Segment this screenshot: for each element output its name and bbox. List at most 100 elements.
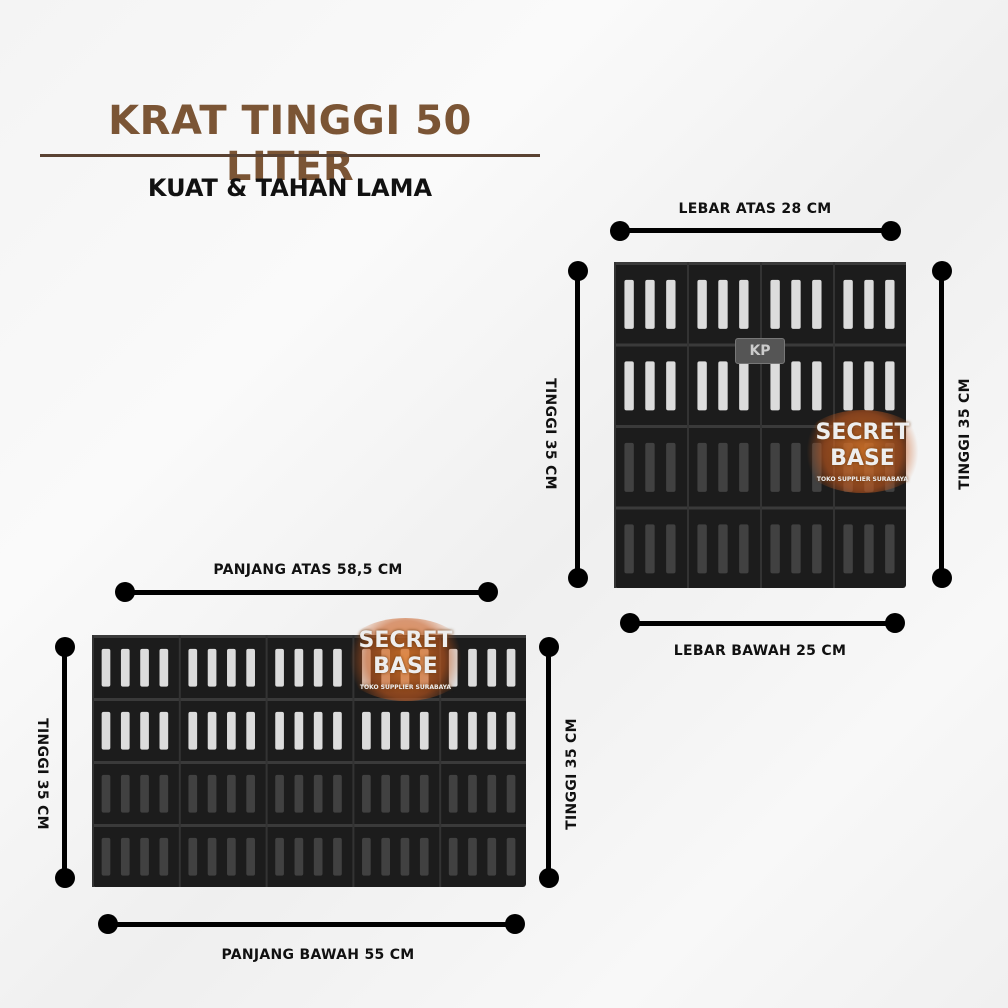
dimension-dot: [932, 261, 952, 281]
crate-slot: [739, 361, 749, 411]
crate-slot: [275, 774, 284, 813]
crate-slot: [362, 711, 371, 750]
crate-slot: [739, 524, 749, 574]
dimension-dot: [539, 637, 559, 657]
crate-post: [439, 761, 442, 824]
dimension-dot: [539, 868, 559, 888]
dimension-dot: [505, 914, 525, 934]
crate-post: [178, 824, 181, 887]
brand-plate: KP: [735, 338, 785, 364]
crate-slot: [419, 837, 429, 876]
crate-post: [760, 343, 762, 425]
crate-slot: [697, 361, 707, 411]
crate-slot: [645, 524, 655, 574]
page-subtitle: KUAT & TAHAN LAMA: [147, 174, 433, 202]
crate-slot: [159, 711, 169, 750]
watermark-logo: SECRET BASE TOKO SUPPLIER SURABAYA: [797, 410, 928, 493]
crate-slot: [487, 711, 497, 750]
crate-slot: [843, 361, 853, 411]
crate-post: [265, 635, 268, 698]
crate-slot: [791, 524, 801, 574]
crate-post: [352, 761, 355, 824]
crate-post: [178, 635, 181, 698]
crate-slot: [381, 774, 391, 813]
crate-post: [687, 343, 689, 425]
title-divider: [40, 154, 540, 157]
crate-post: [760, 262, 762, 344]
crate-post: [92, 824, 94, 887]
crate-slot: [120, 774, 130, 813]
crate-post: [439, 698, 442, 761]
watermark-logo: SECRET BASE TOKO SUPPLIER SURABAYA: [340, 618, 471, 701]
crate-slot: [207, 711, 217, 750]
crate-slot: [843, 524, 853, 574]
crate-slot: [313, 711, 323, 750]
crate-slot: [666, 524, 676, 574]
crate-slot: [770, 524, 780, 574]
crate-slot: [666, 279, 676, 329]
crate-slot: [159, 774, 169, 813]
crate-slot: [227, 774, 236, 813]
crate-post: [833, 262, 835, 344]
dimension-line-bottom-length: [107, 922, 517, 927]
crate-slot: [140, 648, 149, 687]
crate-slot: [381, 711, 391, 750]
crate-post: [92, 698, 94, 761]
dimension-line-top-width: [620, 228, 892, 233]
label-bottom-length: PANJANG BAWAH 55 CM: [221, 947, 415, 963]
crate-slot: [313, 837, 323, 876]
crate-slot: [697, 524, 707, 574]
crate-slot: [294, 711, 304, 750]
crate-slot: [864, 524, 874, 574]
crate-slot: [101, 648, 111, 687]
crate-slot: [120, 648, 130, 687]
crate-slot: [506, 711, 516, 750]
crate-slot: [159, 648, 169, 687]
crate-slot: [624, 279, 634, 329]
dimension-line-top-length: [125, 590, 490, 595]
crate-slot: [448, 837, 458, 876]
crate-slot: [506, 774, 516, 813]
crate-slot: [812, 524, 822, 574]
dimension-dot: [610, 221, 630, 241]
dimension-dot: [568, 568, 588, 588]
crate-slot: [645, 442, 655, 492]
crate-post: [614, 343, 616, 425]
dimension-dot: [115, 582, 135, 602]
crate-slot: [770, 442, 780, 492]
crate-post: [833, 343, 835, 425]
crate-slot: [885, 524, 895, 574]
crate-slot: [313, 774, 323, 813]
dimension-dot: [932, 568, 952, 588]
crate-post: [833, 506, 835, 588]
crate-slot: [885, 279, 895, 329]
crate-slot: [487, 837, 497, 876]
crate-slot: [120, 711, 130, 750]
crate-slot: [448, 711, 458, 750]
watermark-tagline: TOKO SUPPLIER SURABAYA: [816, 475, 909, 483]
crate-slot: [645, 361, 655, 411]
dimension-line-height-right: [939, 270, 944, 578]
crate-slot: [159, 837, 169, 876]
crate-slot: [140, 774, 149, 813]
crate-post: [687, 506, 689, 588]
dimension-line-bottom-width: [630, 621, 895, 626]
crate-post: [178, 761, 181, 824]
crate-slot: [624, 442, 634, 492]
crate-slot: [101, 837, 111, 876]
crate-slot: [624, 524, 634, 574]
dimension-dot: [98, 914, 118, 934]
crate-slot: [333, 711, 342, 750]
page-title: KRAT TINGGI 50 LITER: [108, 98, 472, 190]
crate-post: [265, 761, 268, 824]
dimension-line-height-left: [575, 270, 580, 578]
crate-slot: [624, 361, 634, 411]
crate-slot: [843, 279, 853, 329]
crate-slot: [864, 361, 874, 411]
crate-slot: [718, 524, 728, 574]
crate-slot: [718, 279, 728, 329]
crate-slot: [188, 711, 198, 750]
crate-slot: [101, 774, 111, 813]
crate-slot: [697, 442, 707, 492]
crate-slot: [275, 648, 284, 687]
